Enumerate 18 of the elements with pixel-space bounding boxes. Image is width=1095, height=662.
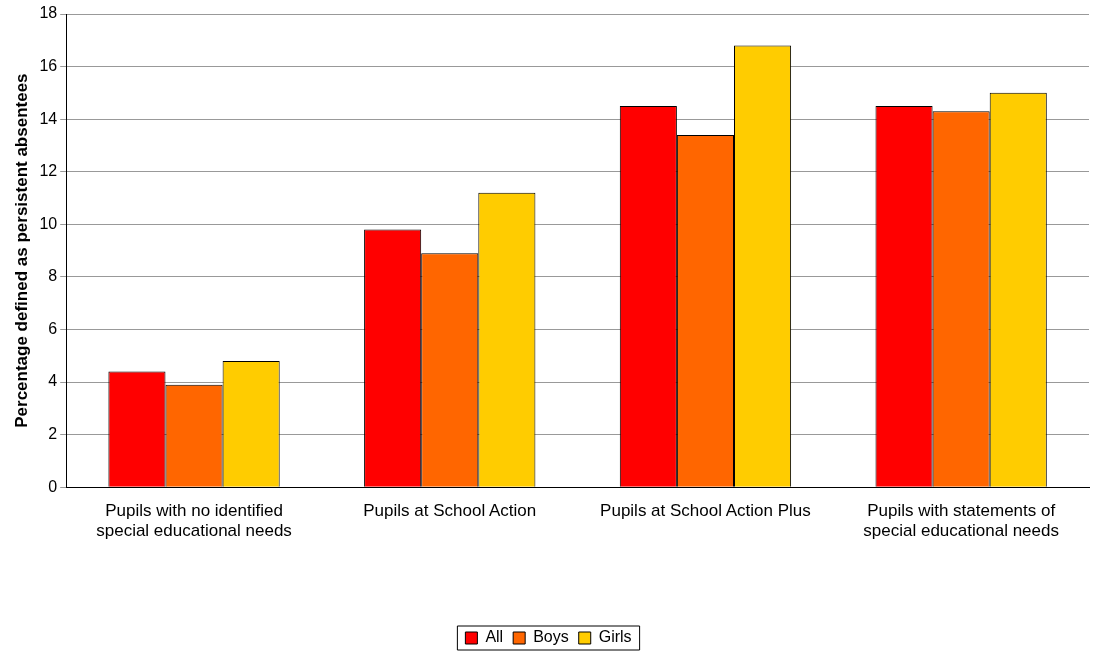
legend-label: Boys <box>533 628 569 646</box>
y-tick-label: 6 <box>48 319 58 337</box>
y-tick-label: 0 <box>48 477 58 495</box>
x-tick-label: Pupils at School Action <box>363 501 537 521</box>
legend-label: All <box>485 628 504 646</box>
y-tick-label: 18 <box>39 4 58 22</box>
y-axis-title: Percentage defined as persistent absentees <box>11 73 31 428</box>
x-tick-label: Pupils with no identified special educational needs <box>96 501 292 541</box>
x-tick-label: Pupils with statements of special educational needs <box>863 501 1059 541</box>
y-tick-label: 12 <box>39 162 58 180</box>
legend-label: Girls <box>598 628 632 646</box>
y-tick-label: 4 <box>48 372 58 390</box>
y-tick-label: 10 <box>39 214 58 232</box>
x-tick-label: Pupils at School Action Plus <box>600 501 811 521</box>
y-tick-label: 2 <box>48 425 58 443</box>
y-tick-label: 16 <box>39 56 58 74</box>
y-tick-label: 14 <box>39 109 58 127</box>
y-tick-label: 8 <box>48 267 58 285</box>
